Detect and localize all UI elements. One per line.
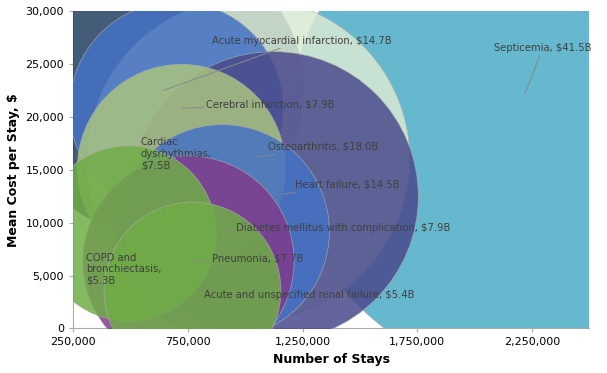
Text: COPD and
bronchiectasis,
$5.3B: COPD and bronchiectasis, $5.3B (86, 236, 161, 286)
Text: Cardiac
dysrhythmias,
$7.5B: Cardiac dysrhythmias, $7.5B (141, 137, 212, 170)
Text: Osteoarthritis, $18.0B: Osteoarthritis, $18.0B (258, 141, 378, 157)
Point (153, 87, 163, 93)
Point (162, 206, 172, 211)
Point (527, 130, 537, 136)
Text: Diabetes mellitus with complication, $7.9B: Diabetes mellitus with complication, $7.… (227, 223, 450, 233)
Text: Septicemia, $41.5B: Septicemia, $41.5B (494, 43, 592, 94)
Y-axis label: Mean Cost per Stay, $: Mean Cost per Stay, $ (7, 93, 20, 247)
Point (176, 164, 186, 170)
Point (183, 258, 192, 264)
Text: Cerebral infarction, $7.9B: Cerebral infarction, $7.9B (182, 99, 335, 109)
Point (168, 212, 177, 218)
Point (172, 105, 181, 111)
Point (158, 201, 168, 207)
X-axis label: Number of Stays: Number of Stays (273, 353, 390, 366)
Point (123, 230, 133, 236)
Point (188, 287, 197, 293)
Point (268, 193, 277, 199)
Point (243, 156, 253, 162)
Text: Acute and unspecified renal failure, $5.4B: Acute and unspecified renal failure, $5.… (197, 289, 415, 300)
Text: Heart failure, $14.5B: Heart failure, $14.5B (283, 179, 399, 194)
Point (217, 228, 227, 234)
Text: Pneumonia, $7.7B: Pneumonia, $7.7B (193, 254, 304, 264)
Text: Acute myocardial infarction, $14.7B: Acute myocardial infarction, $14.7B (164, 35, 392, 90)
